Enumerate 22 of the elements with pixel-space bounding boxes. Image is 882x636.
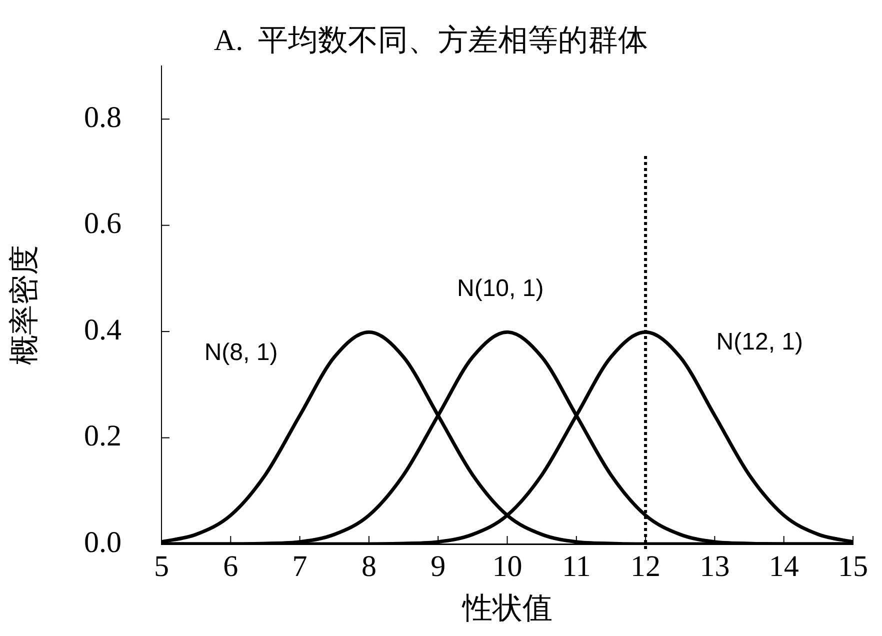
x-tick-label: 10	[492, 550, 522, 583]
y-tick-label: 0.0	[84, 526, 122, 559]
x-tick-label: 13	[700, 550, 730, 583]
x-tick-label: 9	[430, 550, 446, 583]
y-axis-title: 概率密度	[8, 245, 41, 365]
y-tick-label: 0.8	[84, 100, 122, 134]
x-axis-title: 性状值	[461, 592, 552, 625]
x-tick-label: 12	[630, 550, 661, 583]
y-tick-label: 0.2	[84, 420, 122, 453]
series-label: N(12, 1)	[716, 328, 803, 356]
x-tick-label: 5	[154, 550, 169, 583]
x-tick-label: 11	[562, 550, 591, 583]
x-tick-label: 6	[223, 550, 238, 583]
x-tick-label: 15	[838, 550, 868, 583]
x-tick-label: 7	[292, 550, 308, 583]
y-tick-label: 0.4	[84, 313, 122, 346]
chart-title: A. 平均数不同、方差相等的群体	[214, 24, 648, 57]
series-label: N(10, 1)	[456, 275, 544, 302]
y-tick-label: 0.6	[84, 207, 122, 240]
x-tick-label: 8	[361, 550, 376, 583]
series-label: N(8, 1)	[204, 338, 278, 366]
x-tick-label: 14	[768, 550, 799, 583]
